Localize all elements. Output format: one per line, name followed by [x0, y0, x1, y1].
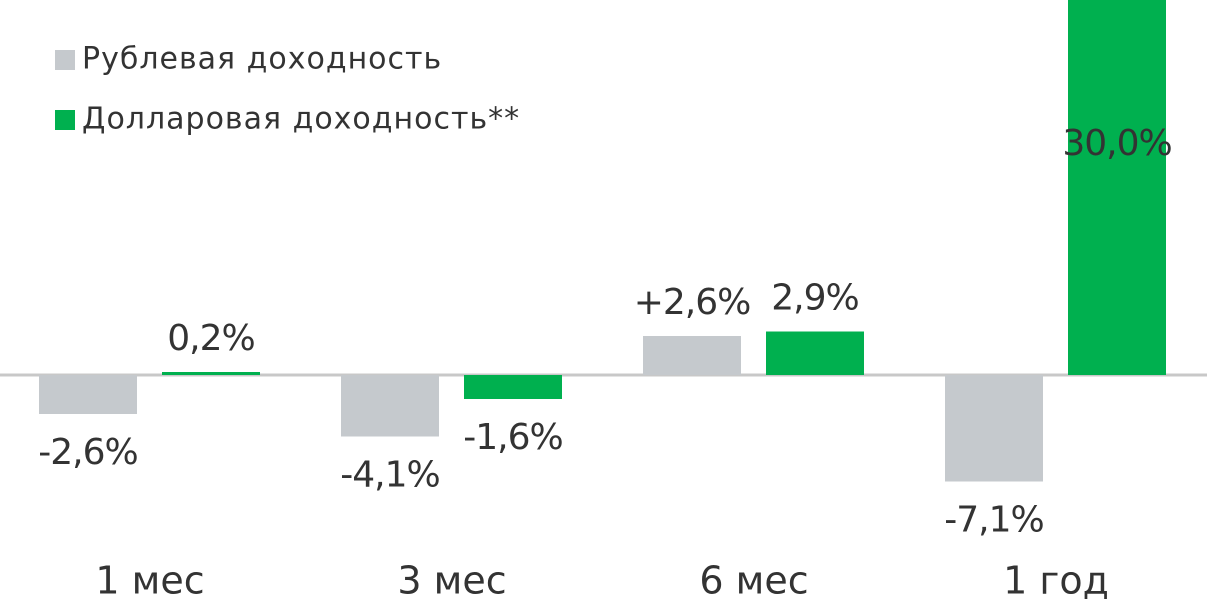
x-tick-label: 1 мес [95, 559, 204, 603]
legend-swatch [55, 50, 75, 70]
x-tick-label: 1 год [1003, 559, 1109, 603]
value-label: +2,6% [634, 282, 751, 323]
legend-label: Долларовая доходность** [82, 102, 520, 137]
bar [1068, 0, 1166, 375]
bar [643, 336, 741, 375]
bar [766, 331, 864, 375]
bar [464, 375, 562, 399]
bar [162, 372, 260, 375]
legend-label: Рублевая доходность [82, 42, 442, 77]
bar [341, 375, 439, 437]
value-label: -4,1% [340, 455, 439, 496]
x-tick-label: 6 мес [699, 559, 808, 603]
bar [945, 375, 1043, 482]
value-label: -7,1% [944, 500, 1043, 541]
value-label: -1,6% [463, 417, 562, 458]
value-label: 30,0% [1062, 123, 1171, 164]
value-label: 0,2% [167, 318, 254, 359]
value-label: -2,6% [38, 432, 137, 473]
bar [39, 375, 137, 414]
value-label: 2,9% [771, 278, 858, 319]
legend-swatch [55, 110, 75, 130]
x-tick-label: 3 мес [397, 559, 506, 603]
